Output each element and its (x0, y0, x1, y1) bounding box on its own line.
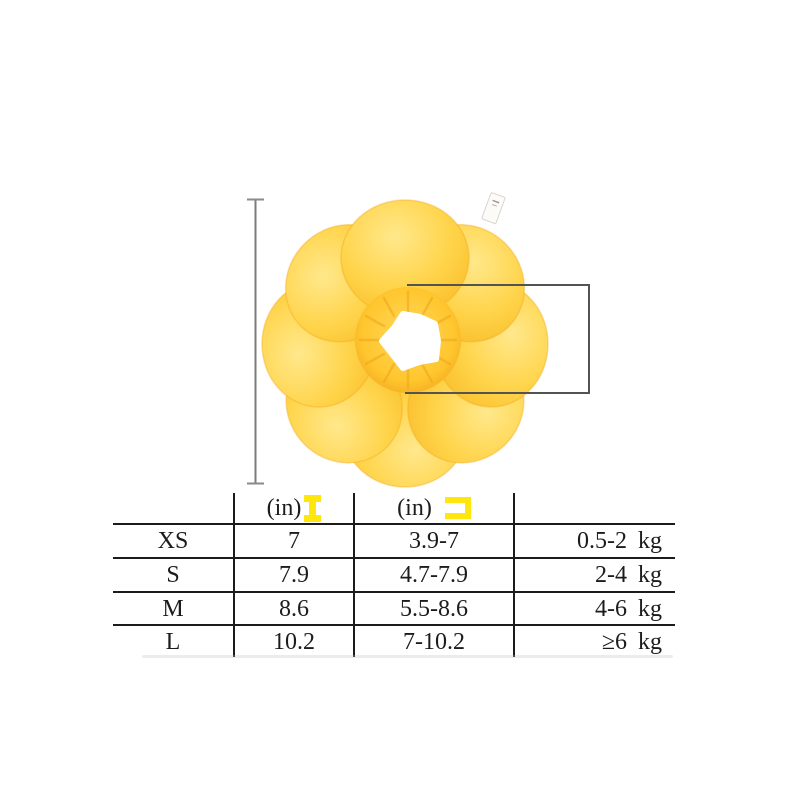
weight-cell: 2-4 kg (513, 559, 675, 591)
weight-unit: kg (638, 562, 662, 588)
outer-value: 10.2 (233, 626, 353, 657)
outer-value: 7.9 (233, 559, 353, 591)
weight-range: 2-4 (595, 562, 627, 588)
center-hole (379, 311, 441, 371)
header-outer-label: (in) (266, 495, 302, 521)
table-row-m: M 8.6 5.5-8.6 4-6 kg (113, 593, 675, 626)
table-row-s: S 7.9 4.7-7.9 2-4 kg (113, 559, 675, 593)
weight-range: ≥6 (601, 628, 627, 655)
header-inner-cell: (in) (353, 493, 513, 523)
scan-artifact (142, 655, 673, 658)
header-inner-label: (in) (397, 495, 432, 521)
inner-diameter-bracket (405, 284, 590, 394)
size-label: M (162, 595, 184, 622)
weight-unit: kg (638, 595, 662, 622)
weight-cell: 4-6 kg (513, 593, 675, 624)
table-row-xs: XS 7 3.9-7 0.5-2 kg (113, 525, 675, 559)
size-label: L (165, 628, 181, 655)
outer-value: 8.6 (233, 593, 353, 624)
weight-range: 0.5-2 (577, 528, 627, 554)
size-chart: (in) (in) XS 7 3.9-7 0.5-2 kg S 7.9 4. (113, 493, 675, 657)
size-chart-header-row: (in) (in) (113, 493, 675, 525)
table-row-l: L 10.2 7-10.2 ≥6 kg (113, 626, 675, 657)
care-tag-icon (481, 192, 506, 224)
inner-value: 7-10.2 (353, 626, 513, 657)
size-label: S (166, 562, 180, 588)
bracket-inner-diameter-icon (444, 497, 471, 519)
size-label: XS (157, 528, 189, 554)
weight-unit: kg (638, 528, 662, 554)
weight-cell: ≥6 kg (513, 626, 675, 657)
outer-value: 7 (233, 525, 353, 557)
header-size-cell (113, 493, 233, 523)
header-outer-cell: (in) (233, 493, 353, 523)
inner-value: 5.5-8.6 (353, 593, 513, 624)
weight-unit: kg (638, 628, 662, 655)
i-beam-height-icon (304, 494, 322, 522)
weight-cell: 0.5-2 kg (513, 525, 675, 557)
header-weight-cell (513, 493, 675, 523)
inner-value: 3.9-7 (353, 525, 513, 557)
height-dimension-line (247, 198, 264, 485)
weight-range: 4-6 (595, 595, 627, 622)
inner-value: 4.7-7.9 (353, 559, 513, 591)
